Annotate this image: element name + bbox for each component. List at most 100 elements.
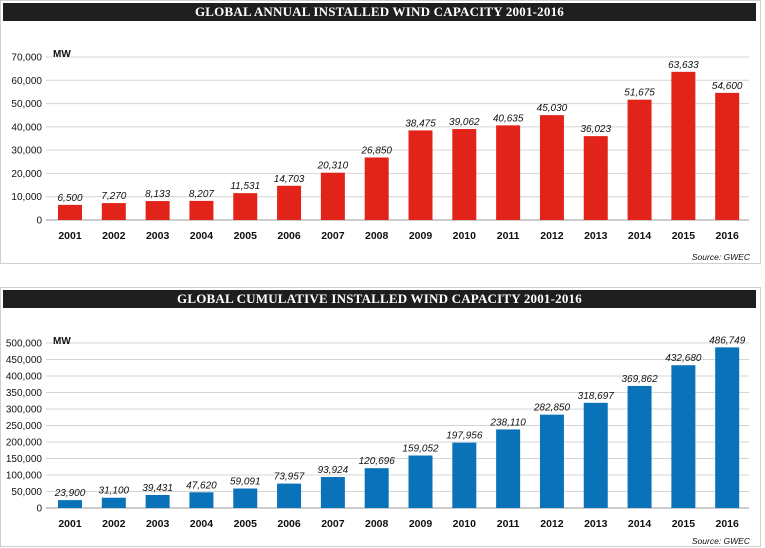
bar: [58, 500, 82, 508]
x-tick-label: 2015: [672, 230, 696, 242]
x-tick-label: 2009: [409, 518, 433, 530]
data-label: 63,633: [668, 60, 699, 71]
data-label: 197,956: [446, 431, 483, 442]
data-label: 93,924: [318, 465, 349, 476]
x-tick-label: 2003: [146, 230, 170, 242]
data-label: 20,310: [317, 161, 349, 172]
bar: [583, 402, 608, 508]
y-tick-label: 0: [36, 504, 42, 515]
x-tick-label: 2001: [58, 518, 82, 530]
y-tick-label: 40,000: [11, 122, 42, 133]
x-tick-label: 2004: [190, 518, 214, 530]
bar: [101, 497, 126, 508]
bar: [627, 99, 652, 220]
data-label: 8,207: [189, 189, 214, 200]
bar: [189, 492, 214, 508]
chart-title: GLOBAL ANNUAL INSTALLED WIND CAPACITY 20…: [3, 3, 756, 21]
y-tick-label: 60,000: [11, 76, 42, 87]
y-tick-label: 50,000: [11, 487, 42, 498]
bar: [496, 125, 521, 220]
data-label: 36,023: [580, 124, 611, 135]
bar: [408, 455, 433, 508]
bar: [189, 200, 214, 220]
y-tick-label: 30,000: [11, 146, 42, 157]
bar: [408, 130, 433, 220]
data-label: 59,091: [230, 476, 261, 487]
data-label: 38,475: [405, 118, 436, 129]
x-tick-label: 2002: [102, 230, 126, 242]
bar: [320, 172, 345, 220]
x-tick-label: 2015: [672, 518, 696, 530]
x-tick-label: 2006: [277, 518, 301, 530]
x-tick-label: 2002: [102, 518, 126, 530]
y-tick-label: 400,000: [6, 372, 43, 383]
x-tick-label: 2005: [234, 518, 258, 530]
data-label: 51,675: [624, 88, 655, 99]
cumulative-capacity-chart: 0 50,000 100,000 150,000 200,000 250,000 300,0…: [6, 335, 751, 546]
bar: [627, 385, 652, 508]
x-tick-label: 2010: [453, 518, 477, 530]
unit-label: MW: [53, 336, 71, 347]
bar: [452, 442, 477, 508]
data-label: 47,620: [186, 480, 217, 491]
x-tick-label: 2011: [497, 230, 520, 242]
data-label: 120,696: [359, 456, 396, 467]
bar: [233, 488, 258, 508]
data-label: 73,957: [274, 472, 305, 483]
data-label: 8,133: [145, 189, 170, 200]
y-tick-label: 70,000: [11, 53, 42, 64]
data-label: 45,030: [537, 103, 568, 114]
bar: [277, 483, 302, 508]
y-tick-label: 500,000: [6, 339, 43, 350]
annual-capacity-chart-panel: GLOBAL ANNUAL INSTALLED WIND CAPACITY 20…: [0, 0, 761, 264]
bar: [101, 203, 126, 220]
x-tick-label: 2013: [584, 518, 608, 530]
bar: [715, 92, 740, 220]
bar: [145, 494, 170, 508]
data-label: 7,270: [101, 191, 126, 202]
x-tick-label: 2007: [321, 230, 345, 242]
bar: [671, 71, 696, 220]
bar: [320, 477, 345, 508]
bar: [364, 157, 389, 220]
data-label: 159,052: [402, 444, 439, 455]
data-label: 432,680: [665, 353, 702, 364]
data-label: 238,110: [489, 417, 526, 428]
y-tick-label: 450,000: [6, 355, 43, 366]
y-tick-label: 300,000: [6, 405, 43, 416]
x-tick-label: 2007: [321, 518, 345, 530]
y-tick-label: 50,000: [11, 99, 42, 110]
bar: [233, 193, 258, 220]
data-label: 31,100: [99, 486, 130, 497]
data-label: 23,900: [54, 488, 86, 499]
x-tick-label: 2013: [584, 230, 608, 242]
bar: [583, 136, 608, 220]
chart-title: GLOBAL CUMULATIVE INSTALLED WIND CAPACIT…: [3, 290, 756, 308]
data-label: 486,749: [709, 335, 746, 346]
bar: [145, 201, 170, 220]
x-tick-label: 2010: [453, 230, 477, 242]
y-tick-label: 200,000: [6, 438, 43, 449]
x-tick-label: 2008: [365, 518, 389, 530]
data-label: 39,062: [449, 117, 480, 128]
data-label: 6,500: [57, 193, 82, 204]
x-tick-label: 2004: [190, 230, 214, 242]
x-tick-label: 2016: [716, 518, 740, 530]
x-tick-label: 2012: [540, 230, 564, 242]
data-label: 40,635: [493, 113, 524, 124]
x-tick-label: 2003: [146, 518, 170, 530]
x-tick-label: 2012: [540, 518, 564, 530]
x-tick-label: 2011: [497, 518, 520, 530]
x-tick-label: 2001: [58, 230, 82, 242]
unit-label: MW: [53, 49, 71, 60]
cumulative-capacity-chart-panel: GLOBAL CUMULATIVE INSTALLED WIND CAPACIT…: [0, 287, 761, 547]
bar: [496, 429, 521, 508]
source-note: Source: GWEC: [692, 252, 751, 262]
data-label: 14,703: [274, 174, 305, 185]
y-tick-label: 250,000: [6, 421, 43, 432]
y-tick-label: 0: [36, 216, 42, 227]
y-tick-label: 100,000: [6, 471, 43, 482]
bar: [671, 365, 696, 508]
x-tick-label: 2009: [409, 230, 433, 242]
data-label: 318,697: [578, 391, 615, 402]
